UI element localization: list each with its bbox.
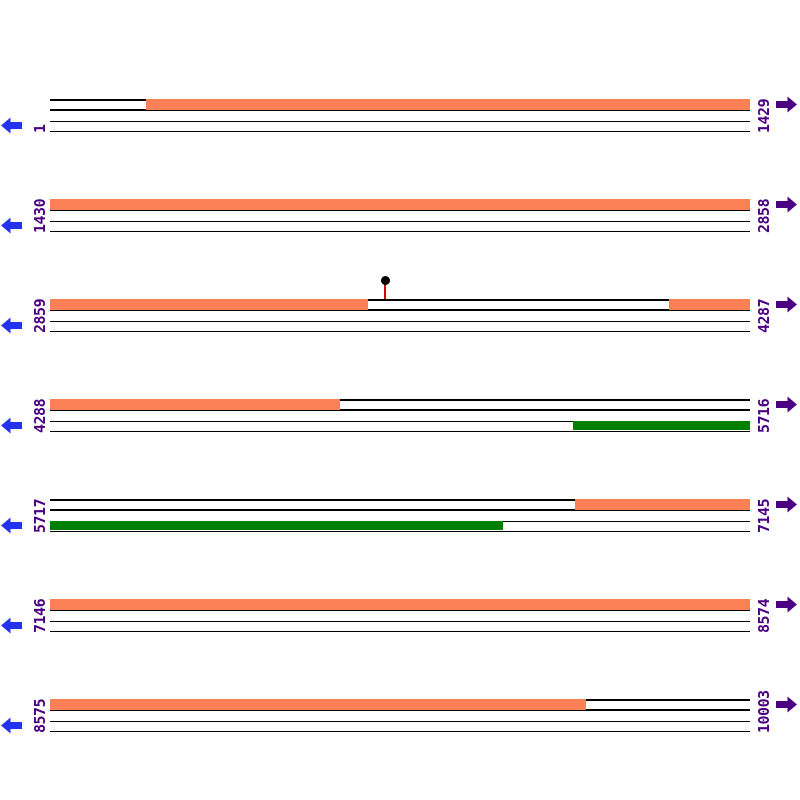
start-coordinate-label: 8575 (31, 698, 49, 733)
left-arrow-icon[interactable] (1, 117, 22, 134)
track-line (50, 620, 750, 622)
right-arrow-icon[interactable] (775, 396, 797, 413)
track-line (50, 530, 750, 532)
left-arrow-icon[interactable] (1, 417, 22, 434)
right-arrow-icon[interactable] (775, 596, 797, 613)
track-line (50, 120, 750, 122)
left-arrow-icon[interactable] (1, 317, 22, 334)
lollipop-marker-dot-icon[interactable] (380, 276, 390, 285)
forward-strand-feature[interactable] (575, 499, 750, 510)
forward-strand-feature[interactable] (50, 599, 750, 610)
start-coordinate-label: 1430 (31, 198, 49, 233)
right-arrow-icon[interactable] (775, 96, 797, 113)
forward-strand-feature[interactable] (50, 299, 368, 310)
track-line (50, 720, 750, 722)
reverse-strand-feature[interactable] (50, 520, 503, 530)
track-line (50, 230, 750, 232)
start-coordinate-label: 4288 (31, 398, 49, 433)
right-arrow-icon[interactable] (775, 296, 797, 313)
track-line (50, 730, 750, 732)
right-arrow-icon[interactable] (775, 496, 797, 513)
track-line (50, 420, 750, 422)
track-line (50, 309, 750, 311)
forward-strand-feature[interactable] (50, 399, 340, 410)
track-line (50, 130, 750, 132)
end-coordinate-label: 10003 (755, 690, 773, 733)
start-coordinate-label: 5717 (31, 498, 49, 533)
track-line (50, 330, 750, 332)
track-line (50, 430, 750, 432)
forward-strand-feature[interactable] (50, 199, 750, 210)
end-coordinate-label: 5716 (755, 398, 773, 433)
left-arrow-icon[interactable] (1, 617, 22, 634)
right-arrow-icon[interactable] (775, 696, 797, 713)
left-arrow-icon[interactable] (1, 217, 22, 234)
left-arrow-icon[interactable] (1, 517, 22, 534)
track-line (50, 630, 750, 632)
track-line (50, 509, 750, 511)
lollipop-marker-icon[interactable] (384, 283, 386, 299)
start-coordinate-label: 2859 (31, 298, 49, 333)
track-line (50, 220, 750, 222)
reverse-strand-feature[interactable] (573, 420, 750, 430)
track-line (50, 409, 750, 411)
end-coordinate-label: 7145 (755, 498, 773, 533)
start-coordinate-label: 7146 (31, 598, 49, 633)
right-arrow-icon[interactable] (775, 196, 797, 213)
forward-strand-feature[interactable] (50, 699, 586, 710)
end-coordinate-label: 8574 (755, 598, 773, 633)
forward-strand-feature[interactable] (146, 99, 750, 110)
track-line (50, 499, 750, 501)
forward-strand-feature[interactable] (669, 299, 750, 310)
track-line (50, 399, 750, 401)
start-coordinate-label: 1 (31, 124, 49, 133)
end-coordinate-label: 4287 (755, 298, 773, 333)
end-coordinate-label: 2858 (755, 198, 773, 233)
track-line (50, 320, 750, 322)
end-coordinate-label: 1429 (755, 98, 773, 133)
track-line (50, 299, 750, 301)
left-arrow-icon[interactable] (1, 717, 22, 734)
